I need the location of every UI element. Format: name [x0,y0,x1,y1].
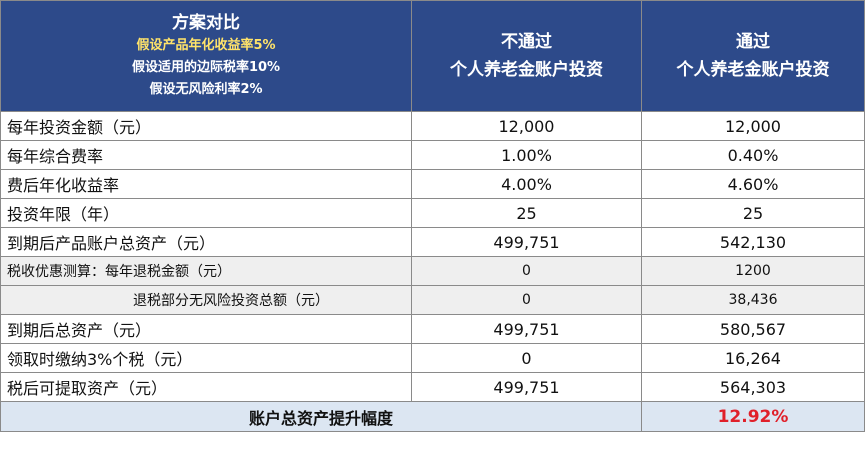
row-label: 到期后产品账户总资产（元） [0,227,412,257]
value-with: 12,000 [641,111,865,141]
summary-row: 账户总资产提升幅度 12.92% [0,401,865,432]
row-label: 每年投资金额（元） [0,111,412,141]
row-label: 税后可提取资产（元） [0,372,412,402]
value-without: 25 [411,198,642,228]
summary-label: 账户总资产提升幅度 [0,401,642,432]
value-with: 542,130 [641,227,865,257]
table-row: 领取时缴纳3%个税（元） 0 16,264 [0,343,865,373]
row-label: 费后年化收益率 [0,169,412,199]
assumption-risk-free: 假设无风险利率2% [149,82,263,97]
table-row-tax: 退税部分无风险投资总额（元） 0 38,436 [0,285,865,315]
header-row: 方案对比 假设产品年化收益率5% 假设适用的边际税率10% 假设无风险利率2% … [0,0,865,112]
table-row: 到期后产品账户总资产（元） 499,751 542,130 [0,227,865,257]
value-with: 38,436 [641,285,865,315]
assumption-return: 假设产品年化收益率5% [136,38,276,53]
table-row: 费后年化收益率 4.00% 4.60% [0,169,865,199]
value-with: 0.40% [641,140,865,170]
value-without: 499,751 [411,372,642,402]
table-row: 税后可提取资产（元） 499,751 564,303 [0,372,865,402]
assumption-tax-rate: 假设适用的边际税率10% [131,60,281,75]
value-without: 0 [411,343,642,373]
value-with: 25 [641,198,865,228]
table-row: 每年综合费率 1.00% 0.40% [0,140,865,170]
value-without: 1.00% [411,140,642,170]
row-label: 每年综合费率 [0,140,412,170]
value-with: 4.60% [641,169,865,199]
row-label: 投资年限（年） [0,198,412,228]
table-title: 方案对比 [172,13,240,33]
row-label: 退税部分无风险投资总额（元） [0,285,412,315]
table-row: 每年投资金额（元） 12,000 12,000 [0,111,865,141]
row-label: 领取时缴纳3%个税（元） [0,343,412,373]
value-without: 499,751 [411,227,642,257]
summary-value: 12.92% [641,401,865,432]
value-without: 12,000 [411,111,642,141]
header-plan-cell: 方案对比 假设产品年化收益率5% 假设适用的边际税率10% 假设无风险利率2% [0,0,412,112]
value-with: 1200 [641,256,865,286]
header-with-account: 通过 个人养老金账户投资 [641,0,865,112]
table-row: 投资年限（年） 25 25 [0,198,865,228]
header-without-account: 不通过 个人养老金账户投资 [411,0,642,112]
value-with: 564,303 [641,372,865,402]
row-label: 税收优惠测算：每年退税金额（元） [0,256,412,286]
comparison-table: 方案对比 假设产品年化收益率5% 假设适用的边际税率10% 假设无风险利率2% … [0,0,865,432]
value-without: 4.00% [411,169,642,199]
value-without: 499,751 [411,314,642,344]
value-with: 16,264 [641,343,865,373]
value-without: 0 [411,256,642,286]
table-row-tax: 税收优惠测算：每年退税金额（元） 0 1200 [0,256,865,286]
value-without: 0 [411,285,642,315]
table-row: 到期后总资产（元） 499,751 580,567 [0,314,865,344]
value-with: 580,567 [641,314,865,344]
row-label: 到期后总资产（元） [0,314,412,344]
